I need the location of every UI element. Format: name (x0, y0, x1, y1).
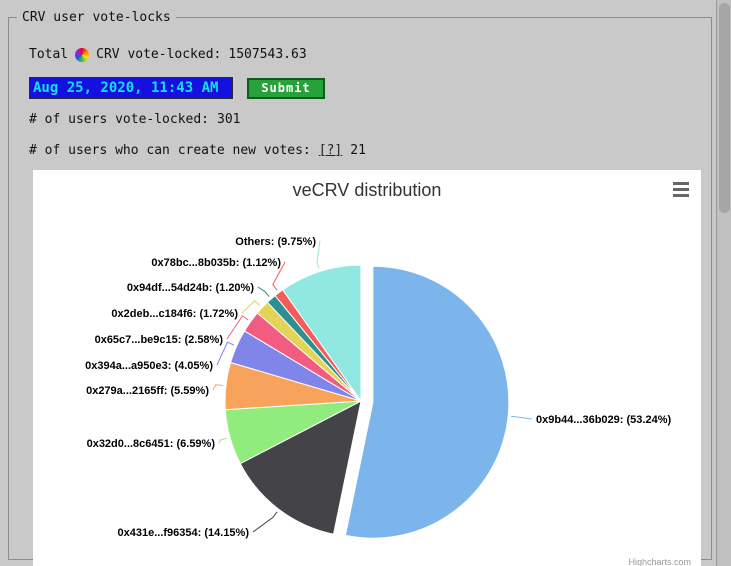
pie-slice[interactable] (282, 264, 362, 403)
pie-label-connector (272, 261, 286, 291)
hamburger-menu-icon[interactable] (673, 182, 689, 200)
pie-label-connector (257, 286, 270, 297)
total-value: 1507543.63 (228, 47, 307, 62)
users-vote-locked-value: 301 (217, 112, 241, 127)
pie-slice-label: 0x78bc...8b035b: (1.12%) (151, 257, 281, 269)
users-vote-locked-label: # of users vote-locked: (29, 112, 210, 127)
date-input[interactable] (29, 77, 233, 99)
pie-label-connector (252, 511, 278, 533)
pie-label-connector (212, 384, 223, 391)
pie-slice-label: Others: (9.75%) (235, 236, 316, 248)
users-vote-locked-line: # of users vote-locked: 301 (29, 112, 241, 127)
vertical-scrollbar[interactable] (716, 0, 731, 566)
scrollbar-thumb[interactable] (719, 3, 730, 213)
panel-legend: CRV user vote-locks (22, 10, 171, 25)
chart-title: veCRV distribution (292, 180, 442, 200)
total-vote-locked-line: Total CRV vote-locked: 1507543.63 (29, 47, 307, 62)
pie-slice-label: 0x32d0...8c6451: (6.59%) (87, 438, 216, 450)
submit-button[interactable]: Submit (247, 77, 325, 99)
date-controls: Submit (29, 77, 325, 99)
pie-label-connector (511, 415, 533, 420)
users-can-vote-label: # of users who can create new votes: (29, 143, 311, 158)
crv-vote-locks-panel: CRV user vote-locks Total CRV vote-locke… (8, 10, 712, 566)
pie-slice[interactable] (344, 265, 510, 539)
chart-container: 0x9b44...36b029: (53.24%) 0x431e...f96354… (33, 170, 701, 566)
pie-label-connector (316, 240, 321, 269)
pie-slice-label: 0x279a...2165ff: (5.59%) (86, 385, 209, 397)
pie-label-connector (226, 315, 249, 340)
crv-logo-icon (75, 47, 90, 62)
users-can-vote-value: 21 (350, 143, 366, 158)
users-can-vote-line: # of users who can create new votes: [?] 2… (29, 143, 366, 158)
highcharts-credits-link[interactable]: Highcharts.com (628, 557, 691, 566)
pie-slice-label: 0x65c7...be9c15: (2.58%) (95, 334, 224, 346)
pie-slice-label: 0x394a...a950e3: (4.05%) (85, 360, 213, 372)
pie-slice-label: 0x2deb...c184f6: (1.72%) (111, 308, 238, 320)
total-suffix: CRV vote-locked: (96, 47, 222, 62)
pie-slice-label: 0x431e...f96354: (14.15%) (118, 527, 250, 539)
pie-slice-label: 0x94df...54d24b: (1.20%) (127, 282, 255, 294)
pie-chart: 0x9b44...36b029: (53.24%) 0x431e...f96354… (85, 236, 671, 539)
pie-slice-label: 0x9b44...36b029: (53.24%) (536, 414, 671, 426)
pie-label-connector (216, 341, 235, 366)
pie-slice[interactable] (239, 400, 362, 535)
help-link[interactable]: [?] (318, 143, 343, 158)
pie-label-connector (218, 437, 228, 444)
total-prefix: Total (29, 47, 69, 62)
pie-label-connector (241, 300, 261, 314)
